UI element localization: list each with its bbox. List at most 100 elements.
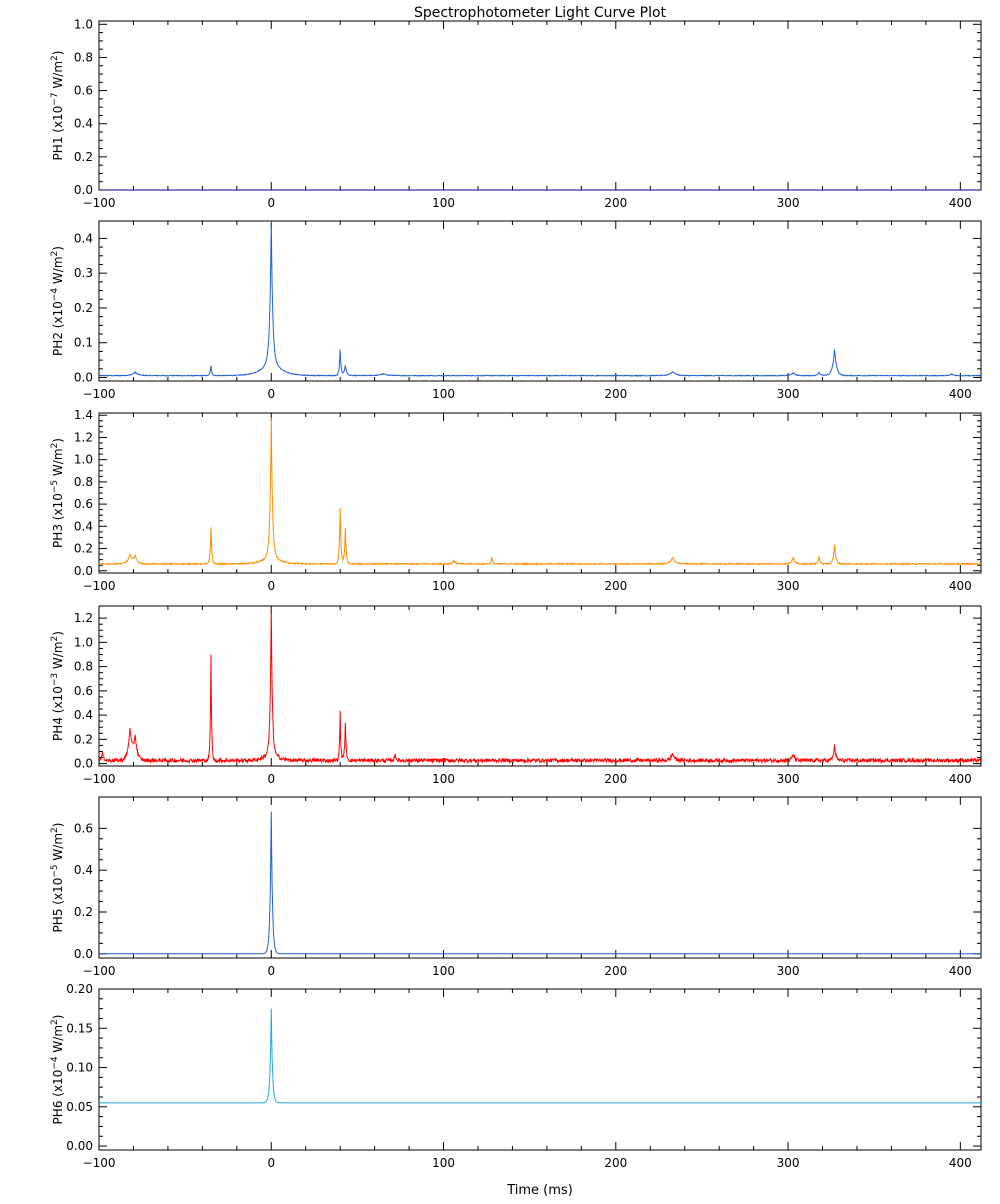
y-tick-label: 0.0: [74, 183, 93, 197]
y-axis-label-power: 2: [50, 636, 60, 642]
y-tick-label: 0.6: [74, 684, 93, 698]
y-axis-label-exponent: −4: [50, 1056, 60, 1070]
y-tick-label: 0.0: [74, 947, 93, 961]
y-axis-label-name: PH1 (x10: [51, 106, 65, 161]
panel-ph6: 0.00 0.05 0.10 0.15 0.20 −100 0 100 200 300 400 PH6…: [50, 982, 982, 1170]
plot-frame: [98, 605, 982, 767]
x-tick-label: 300: [777, 387, 800, 401]
y-axis-label: PH5 (x10−5 W/m2): [50, 823, 65, 933]
y-axis-label-close: ): [51, 1015, 65, 1020]
y-axis-label-power: 2: [50, 1019, 60, 1025]
x-tick-label: 200: [604, 964, 627, 978]
x-tick-label: −100: [83, 964, 116, 978]
y-tick-label: 0.6: [74, 821, 93, 835]
y-tick-label: 0.05: [66, 1100, 93, 1114]
x-tick-label: 200: [604, 772, 627, 786]
x-tick-label: 100: [432, 579, 455, 593]
x-tick-label: −100: [83, 772, 116, 786]
y-tick-label: 0.20: [66, 982, 93, 996]
x-tick-label: 400: [949, 387, 972, 401]
y-tick-label: 0.2: [74, 905, 93, 919]
x-tick-label: −100: [83, 387, 116, 401]
y-tick-label: 0.1: [74, 336, 93, 350]
panel-ph5: 0.0 0.2 0.4 0.6 −100 0 100 200 300 400 PH5 (x10−5 …: [50, 796, 982, 978]
y-axis-label-close: ): [51, 823, 65, 828]
y-tick-label: 1.2: [74, 611, 93, 625]
y-tick-label: 0.4: [74, 231, 93, 245]
y-tick-label: 0.2: [74, 542, 93, 556]
series-line-ph6: [99, 1008, 981, 1104]
y-axis-label-name: PH4 (x10: [51, 686, 65, 741]
x-tick-label: 100: [432, 387, 455, 401]
plot-frame: [98, 796, 982, 959]
y-tick-label: 0.4: [74, 117, 93, 131]
y-axis-label-power: 2: [50, 251, 60, 257]
x-tick-label: 0: [267, 579, 275, 593]
y-axis-label-name: PH6 (x10: [51, 1070, 65, 1125]
y-tick-label: 0.8: [74, 660, 93, 674]
y-tick-label: 0.2: [74, 732, 93, 746]
plot-frame: [98, 220, 982, 382]
y-axis-label-close: ): [51, 438, 65, 443]
y-axis-label: PH2 (x10−4 W/m2): [50, 246, 65, 356]
y-axis-label-exponent: −5: [50, 480, 60, 493]
y-tick-label: 0.8: [74, 50, 93, 64]
x-tick-label: 100: [432, 196, 455, 210]
x-tick-label: 300: [777, 772, 800, 786]
y-tick-label: 1.0: [74, 635, 93, 649]
y-axis-label-exponent: −4: [50, 288, 60, 302]
x-tick-label: 200: [604, 1156, 627, 1170]
x-tick-label: 300: [777, 964, 800, 978]
y-axis-label-close: ): [51, 51, 65, 56]
y-tick-label: 0.2: [74, 150, 93, 164]
series-line-ph5: [99, 811, 981, 955]
x-tick-label: −100: [83, 1156, 116, 1170]
chart-title: Spectrophotometer Light Curve Plot: [414, 5, 667, 21]
y-tick-label: 0.4: [74, 708, 93, 722]
y-tick-label: 1.0: [74, 17, 93, 31]
y-tick-label: 0.10: [66, 1061, 93, 1075]
y-tick-label: 1.4: [74, 408, 93, 422]
panel-ph2: 0.0 0.1 0.2 0.3 0.4 −100 0 100 200 300 400 PH2 (x10…: [50, 220, 982, 401]
y-tick-label: 0.4: [74, 863, 93, 877]
y-tick-label: 1.2: [74, 430, 93, 444]
y-axis-label: PH4 (x10−3 W/m2): [50, 631, 65, 741]
x-tick-label: 400: [949, 196, 972, 210]
x-tick-label: 100: [432, 964, 455, 978]
panel-ph4: 0.0 0.2 0.4 0.6 0.8 1.0 1.2 −100 0 100 200 300 400 PH…: [50, 605, 982, 786]
panel-ph3: 0.0 0.2 0.4 0.6 0.8 1.0 1.2 1.4 −100 0 100 200 300 40…: [50, 408, 982, 593]
y-tick-label: 0.3: [74, 266, 93, 280]
y-tick-label: 0.0: [74, 371, 93, 385]
y-axis-label-unit: W/m: [51, 256, 65, 287]
x-tick-label: 400: [949, 964, 972, 978]
plot-frame: [98, 20, 982, 191]
y-tick-label: 0.0: [74, 757, 93, 771]
x-tick-label: 0: [267, 964, 275, 978]
y-tick-label: 0.8: [74, 475, 93, 489]
y-axis-label-unit: W/m: [51, 641, 65, 672]
y-axis-label-unit: W/m: [51, 448, 65, 479]
y-axis-label: PH6 (x10−4 W/m2): [50, 1015, 65, 1125]
y-axis-label-exponent: −5: [50, 864, 60, 877]
x-tick-label: 200: [604, 387, 627, 401]
x-tick-label: 300: [777, 579, 800, 593]
y-axis-label-close: ): [51, 631, 65, 636]
y-axis-label: PH3 (x10−5 W/m2): [50, 438, 65, 548]
x-tick-label: 400: [949, 1156, 972, 1170]
x-tick-label: 0: [267, 387, 275, 401]
series-line-ph2: [98, 220, 982, 377]
x-axis-label: Time (ms): [506, 1183, 573, 1198]
series-line-ph3: [98, 417, 982, 566]
x-tick-label: 200: [604, 196, 627, 210]
x-tick-label: 300: [777, 196, 800, 210]
y-tick-label: 0.6: [74, 497, 93, 511]
y-axis-label-power: 2: [50, 443, 60, 449]
x-tick-label: 400: [949, 772, 972, 786]
x-tick-label: 300: [777, 1156, 800, 1170]
x-tick-label: 200: [604, 579, 627, 593]
y-tick-label: 0.4: [74, 519, 93, 533]
y-tick-label: 0.2: [74, 301, 93, 315]
y-axis-label-power: 2: [50, 55, 60, 61]
